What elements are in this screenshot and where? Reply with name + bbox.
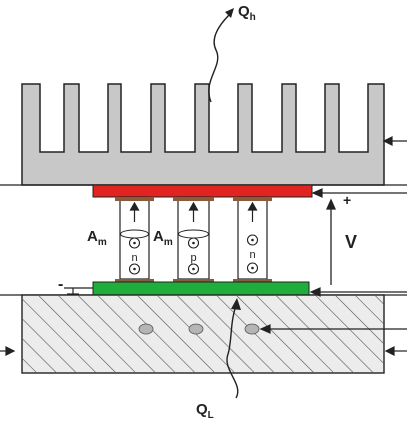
left-arrow-icon	[0, 346, 16, 356]
minus-sign: -	[58, 276, 63, 293]
voltage-label: V	[345, 232, 357, 252]
area-label-left: Am	[87, 228, 107, 248]
heat-sink	[21, 83, 385, 186]
carrier-dots	[133, 238, 254, 271]
contact-top-left	[115, 197, 154, 201]
contact-bottom-left	[115, 279, 154, 282]
heat-in-arrow	[226, 305, 239, 399]
heat-in-arrowhead-icon	[231, 298, 241, 310]
ground-symbol-icon	[64, 287, 93, 295]
area-label-middle: Am	[153, 228, 173, 248]
cold-block-hatch	[22, 295, 384, 373]
heat-out-arrow	[208, 13, 231, 103]
heat-in-label: QL	[196, 401, 214, 421]
embedded-particles	[138, 323, 260, 335]
leg-label-left: n	[131, 252, 137, 264]
plus-sign: +	[343, 192, 351, 208]
leader-arrows	[259, 136, 407, 356]
contact-top-right	[233, 197, 272, 201]
heat-out-arrowhead-icon	[225, 8, 234, 18]
contact-bottom-right	[233, 279, 272, 282]
heat-out-label: Qh	[238, 3, 256, 23]
contact-bottom-middle	[173, 279, 214, 282]
contact-top-middle	[173, 197, 214, 201]
hot-side-plate	[92, 184, 313, 198]
voltage-arrow	[325, 198, 337, 285]
up-arrow-icon	[129, 201, 258, 222]
cold-side-plate	[92, 281, 310, 296]
leg-label-middle: p	[190, 252, 196, 264]
leg-label-right: n	[249, 249, 255, 261]
